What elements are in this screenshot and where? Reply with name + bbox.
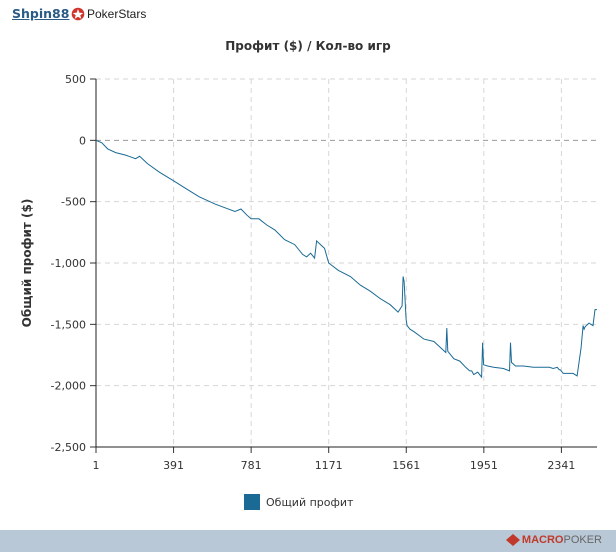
y-tick-label: 0 xyxy=(79,134,86,147)
brand-part-1: MACRO xyxy=(521,534,564,546)
x-tick-label: 1 xyxy=(93,459,100,472)
legend-layer: Общий профит xyxy=(244,494,354,510)
site-logo: PokerStars xyxy=(71,5,146,23)
y-tick-label: -2,000 xyxy=(51,380,86,393)
brand-part-2: POKER xyxy=(563,534,602,546)
series-layer xyxy=(95,139,597,379)
x-tick-label: 781 xyxy=(241,459,262,472)
footer-bar: MACRO POKER xyxy=(0,530,616,552)
player-name-link[interactable]: Shpin88 xyxy=(12,6,70,21)
y-axis-label: Общий профит ($) xyxy=(20,199,34,328)
legend-swatch xyxy=(244,494,260,510)
x-tick-label: 1561 xyxy=(392,459,420,472)
chart-title: Профит ($) / Кол-во игр xyxy=(225,39,391,53)
x-tick-label: 2341 xyxy=(547,459,575,472)
macropoker-diamond-icon xyxy=(505,534,520,546)
x-tick-label: 391 xyxy=(163,459,184,472)
series-line-0 xyxy=(95,139,597,379)
x-tick-label: 1171 xyxy=(315,459,343,472)
x-tick-label: 1951 xyxy=(470,459,498,472)
pokerstars-star-icon xyxy=(71,7,85,21)
axis-layer: 500 0 -500 -1,000 -1,500 -2,000 -2,500 1 391 781 1… xyxy=(20,73,597,472)
chart-area: 500 0 -500 -1,000 -1,500 -2,000 -2,500 1 391 781 1… xyxy=(0,30,616,530)
y-tick-label: -500 xyxy=(61,196,86,209)
site-name: PokerStars xyxy=(87,7,147,21)
y-tick-label: 500 xyxy=(65,73,86,86)
y-tick-label: -2,500 xyxy=(51,441,86,454)
grid-layer xyxy=(96,78,597,447)
legend-label: Общий профит xyxy=(266,496,354,509)
header: Shpin88 PokerStars xyxy=(0,0,616,30)
profit-chart: 500 0 -500 -1,000 -1,500 -2,000 -2,500 1 391 781 1… xyxy=(20,73,597,510)
y-tick-label: -1,500 xyxy=(51,318,86,331)
macropoker-brand[interactable]: MACRO POKER xyxy=(505,534,602,546)
y-tick-label: -1,000 xyxy=(51,257,86,270)
